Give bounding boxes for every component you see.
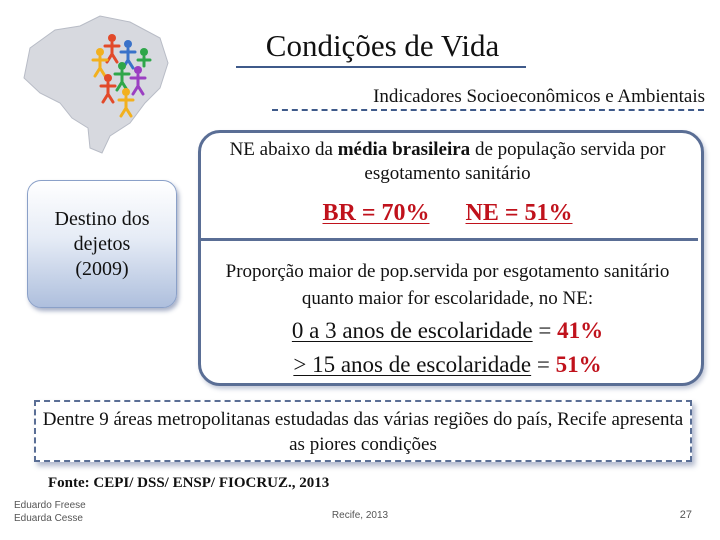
title-underline — [236, 66, 526, 68]
education-row-2: > 15 anos de escolaridade = 51% — [205, 348, 690, 382]
author-2: Eduarda Cesse — [14, 513, 83, 524]
br-stat: BR = 70% — [322, 200, 430, 226]
slide-subtitle: Indicadores Socioeconômicos e Ambientais — [373, 86, 705, 107]
intro-bold-text: média brasileira — [337, 139, 471, 160]
intro-text: NE abaixo da — [229, 139, 338, 160]
indicators-divider — [198, 238, 698, 241]
subtitle-divider — [272, 109, 704, 111]
education-value-2: 51% — [555, 352, 602, 377]
topic-line-2: dejetos — [73, 232, 131, 255]
slide-title: Condições de Vida — [265, 28, 500, 63]
equals-sign: = — [532, 318, 558, 343]
sewage-coverage-text: NE abaixo da média brasileira de populaç… — [205, 138, 690, 186]
education-stats: 0 a 3 anos de escolaridade = 41% > 15 an… — [205, 314, 690, 382]
authors: Eduardo Freese Eduarda Cesse — [14, 499, 86, 525]
equals-sign: = — [531, 352, 556, 377]
topic-line-1: Destino dos — [54, 207, 150, 230]
coverage-stats: BR = 70% NE = 51% — [205, 198, 690, 228]
intro-text-end: de população servida por esgotamento san… — [364, 139, 666, 184]
author-1: Eduardo Freese — [14, 500, 86, 511]
ne-stat: NE = 51% — [465, 200, 573, 226]
recife-note: Dentre 9 áreas metropolitanas estudadas … — [34, 400, 692, 462]
brazil-map-people-icon — [10, 8, 175, 158]
education-label-1: 0 a 3 anos de escolaridade — [291, 318, 533, 343]
footer-place-date: Recife, 2013 — [331, 510, 389, 521]
topic-box: Destino dos dejetos (2009) — [27, 180, 177, 308]
indicators-box — [198, 130, 704, 386]
source-citation: Fonte: CEPI/ DSS/ ENSP/ FIOCRUZ., 2013 — [48, 475, 330, 491]
education-row-1: 0 a 3 anos de escolaridade = 41% — [205, 314, 690, 348]
education-label-2: > 15 anos de escolaridade — [293, 352, 532, 377]
topic-line-3: (2009) — [75, 257, 129, 280]
education-value-1: 41% — [557, 318, 604, 343]
proportion-text: Proporção maior de pop.servida por esgot… — [225, 261, 670, 309]
page-number: 27 — [679, 509, 692, 521]
